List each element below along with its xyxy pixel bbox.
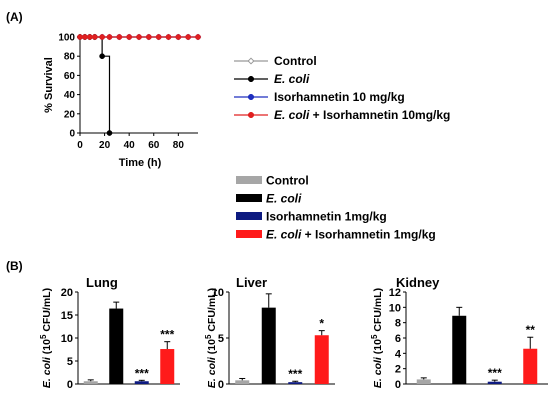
bar-y-label: E. coli (105 CFU/mL) [370,288,384,388]
significance-label: *** [488,366,502,380]
survival-point [77,34,83,40]
bar-y-tick-label: 10 [212,287,224,299]
survival-point [91,34,98,40]
significance-label: *** [135,366,149,380]
legend-marker [247,57,255,65]
bar-chart-title: Kidney [396,275,440,290]
survival-y-tick-label: 0 [69,129,75,140]
survival-point [86,34,93,40]
bar-chart-title: Lung [86,275,118,290]
bar-legend-swatch [236,194,262,202]
bar-legend-label: E. coli + Isorhamnetin 1mg/kg [266,228,436,242]
bar [416,379,431,384]
bar-y-tick-label: 4 [395,348,402,360]
bar-y-tick-label: 6 [395,333,401,345]
bar-y-label: E. coli (105 CFU/mL) [204,288,218,388]
survival-x-tick-label: 80 [173,140,185,151]
bar-chart-title: Liver [236,275,267,290]
bar-legend-label: Isorhamnetin 1mg/kg [266,210,387,224]
survival-point [116,34,123,40]
survival-point [99,34,105,40]
bar-legend-swatch [236,212,262,220]
legend-marker [247,111,255,119]
survival-point [106,130,113,136]
survival-chart: 0 20 40 60 80 100 0 20 40 60 80 Time (h) % Survival [43,33,202,169]
survival-point [195,34,201,40]
survival-x-tick-label: 60 [148,140,160,151]
bar-y-tick-label: 12 [389,287,401,299]
bar-y-tick-label: 2 [395,364,401,376]
survival-point [126,34,133,40]
bar-y-tick-label: 10 [389,302,401,314]
bar [109,308,124,384]
survival-y-tick-label: 40 [64,90,76,101]
significance-label: *** [160,328,174,342]
bar-y-tick-label: 0 [218,379,224,391]
survival-y-tick-label: 60 [64,71,76,82]
bar-y-tick-label: 15 [61,310,73,322]
survival-point [185,34,192,40]
survival-point [136,34,142,40]
bar-y-tick-label: 0 [395,379,401,391]
bar-y-tick-label: 5 [67,356,73,368]
significance-label: * [319,317,324,331]
survival-point [155,34,162,40]
bar-legend-swatch [236,176,262,184]
bar [134,381,149,384]
bar-legend-label: E. coli [266,192,302,206]
bar-y-label: E. coli (105 CFU/mL) [39,288,53,388]
legend-label: E. coli [274,72,310,86]
bar-y-tick-label: 8 [395,318,401,330]
survival-point [165,34,172,40]
bar-y-tick-label: 5 [218,333,224,345]
legend-label: Isorhamnetin 10 mg/kg [274,90,405,104]
legend-marker [247,75,255,83]
bar [235,380,250,384]
significance-label: ** [526,323,536,337]
bar-y-tick-label: 20 [61,287,73,299]
survival-point [106,34,113,40]
bar [314,335,329,384]
bar [487,381,502,384]
survival-legend: Control E. coli Isorhamnetin 10 mg/kg E. co… [234,54,450,122]
bar [452,315,467,384]
bar-chart-lung: Lung 0 5 10 15 20 E. coli (105 CFU/mL) *** *** [39,275,180,391]
survival-y-tick-label: 80 [64,52,76,63]
legend-marker [247,93,255,101]
bar [261,307,276,384]
bar-legend: Control E. coli Isorhamnetin 1mg/kg E. coli… [236,174,436,242]
survival-point [145,34,152,40]
bar-legend-label: Control [266,174,309,188]
bar [288,382,303,384]
survival-x-tick-label: 0 [77,140,83,151]
survival-x-tick-label: 20 [99,140,111,151]
survival-x-tick-label: 40 [124,140,136,151]
survival-point [175,34,182,40]
bar-legend-swatch [236,230,262,238]
legend-label: E. coli + Isorhamnetin 10mg/kg [274,108,450,122]
panel-label-b: (B) [6,259,23,273]
survival-x-label: Time (h) [119,157,162,169]
survival-y-tick-label: 100 [58,33,75,44]
survival-point [82,34,88,40]
survival-point [99,53,105,60]
survival-series-line [80,36,111,133]
bar [523,348,538,384]
survival-y-label: % Survival [43,57,55,113]
panel-label-a: (A) [6,10,23,24]
bar [83,381,98,384]
survival-y-tick-label: 20 [64,109,76,120]
bar-y-tick-label: 10 [61,333,73,345]
bar-y-tick-label: 0 [67,379,73,391]
significance-label: *** [288,367,302,381]
bar [160,349,175,384]
legend-label: Control [274,54,317,68]
